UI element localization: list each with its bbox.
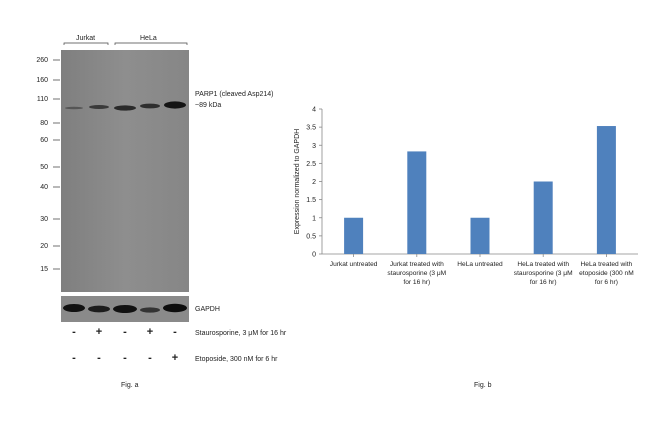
mw-marker-110: 110 bbox=[36, 96, 48, 103]
mw-marker-40: 40 bbox=[40, 184, 48, 191]
etoposide-sign-lane5: + bbox=[171, 352, 179, 364]
y-tick-label: 0 bbox=[312, 252, 316, 259]
x-tick-label: staurosporine (3 μM bbox=[387, 270, 446, 277]
mw-marker-50: 50 bbox=[40, 164, 48, 171]
treatment-label-staurosporine: Staurosporine, 3 μM for 16 hr bbox=[195, 330, 287, 337]
mw-marker-15: 15 bbox=[40, 266, 48, 273]
y-axis-label: Expression normalized to GAPDH bbox=[294, 129, 301, 234]
y-tick-label: 2.5 bbox=[306, 161, 316, 168]
mw-marker-260: 260 bbox=[36, 57, 48, 64]
parp1-band-lane5 bbox=[164, 101, 186, 109]
fig-b-caption: Fig. b bbox=[474, 382, 492, 389]
y-tick-label: 4 bbox=[312, 107, 316, 114]
x-tick-label: etoposide (300 nM bbox=[579, 270, 634, 277]
stauro-sign-lane5: - bbox=[173, 326, 177, 338]
y-tick-label: 3 bbox=[312, 143, 316, 150]
parp1-band-lane3 bbox=[114, 105, 136, 111]
mw-marker-160: 160 bbox=[36, 77, 48, 84]
parp1-band-lane2 bbox=[89, 105, 109, 109]
expression-bar-chart: 0 0.5 1 1.5 2 2.5 3 3.5 4 Jurkat untreated Jurkat … bbox=[294, 107, 638, 286]
x-tick-label: for 16 hr) bbox=[530, 279, 557, 286]
y-tick-label: 3.5 bbox=[306, 125, 316, 132]
fig-a-caption: Fig. a bbox=[121, 382, 139, 389]
western-blot-panel bbox=[61, 50, 189, 292]
mw-marker-20: 20 bbox=[40, 243, 48, 250]
bar-5 bbox=[596, 126, 616, 254]
gapdh-band-lane4 bbox=[140, 307, 160, 313]
x-tick-label: for 16 hr) bbox=[403, 279, 430, 286]
mw-marker-80: 80 bbox=[40, 120, 48, 127]
sample-label-hela: HeLa bbox=[140, 35, 157, 42]
band-label-gapdh: GAPDH bbox=[195, 306, 220, 313]
band-label-size: ~89 kDa bbox=[195, 102, 222, 109]
y-tick-label: 0.5 bbox=[306, 233, 316, 240]
etoposide-sign-lane3: - bbox=[123, 352, 127, 364]
x-tick-label: Jurkat treated with bbox=[390, 261, 444, 268]
x-tick-label: for 6 hr) bbox=[595, 279, 618, 286]
x-tick-label: staurosporine (3 μM bbox=[514, 270, 573, 277]
sample-label-jurkat: Jurkat bbox=[76, 35, 96, 42]
x-tick-label: HeLa treated with bbox=[517, 261, 569, 268]
y-tick-label: 2 bbox=[312, 179, 316, 186]
etoposide-sign-lane1: - bbox=[72, 352, 76, 364]
x-tick-label: HeLa treated with bbox=[581, 261, 633, 268]
x-tick-label: Jurkat untreated bbox=[330, 261, 378, 268]
bar-4 bbox=[533, 181, 553, 254]
bar-1 bbox=[344, 217, 364, 254]
gapdh-blot-panel bbox=[61, 296, 189, 322]
mw-marker-60: 60 bbox=[40, 137, 48, 144]
gapdh-band-lane3 bbox=[113, 305, 137, 313]
treatment-label-etoposide: Etoposide, 300 nM for 6 hr bbox=[195, 356, 278, 363]
x-tick-label: HeLa untreated bbox=[457, 261, 503, 268]
y-tick-label: 1.5 bbox=[306, 197, 316, 204]
etoposide-sign-lane4: - bbox=[148, 352, 152, 364]
bar-2 bbox=[407, 151, 427, 254]
y-tick-label: 1 bbox=[312, 215, 316, 222]
stauro-sign-lane3: - bbox=[123, 326, 127, 338]
parp1-band-lane1 bbox=[65, 106, 83, 110]
band-label-parp1: PARP1 (cleaved Asp214) bbox=[195, 91, 274, 98]
gapdh-band-lane1 bbox=[63, 304, 85, 312]
gapdh-band-lane5 bbox=[163, 303, 187, 313]
stauro-sign-lane1: - bbox=[72, 326, 76, 338]
parp1-band-lane4 bbox=[140, 103, 160, 109]
group-brackets bbox=[63, 42, 188, 45]
bar-3 bbox=[470, 217, 490, 254]
mw-marker-30: 30 bbox=[40, 216, 48, 223]
stauro-sign-lane4: + bbox=[146, 326, 154, 338]
stauro-sign-lane2: + bbox=[95, 326, 103, 338]
mw-ticks bbox=[53, 59, 60, 270]
gapdh-band-lane2 bbox=[88, 305, 110, 313]
etoposide-sign-lane2: - bbox=[97, 352, 101, 364]
